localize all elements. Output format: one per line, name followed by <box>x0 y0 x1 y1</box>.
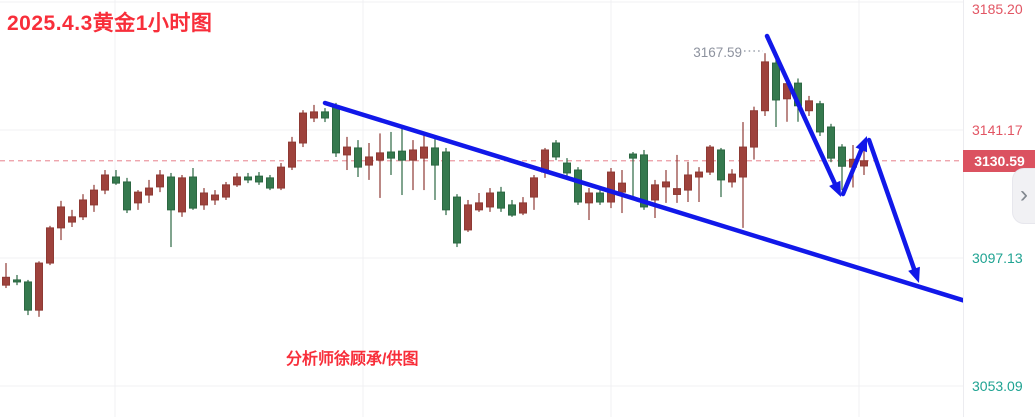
axis-price-label: 3053.09 <box>972 378 1023 395</box>
candle-body <box>552 142 560 158</box>
candle-body <box>255 175 263 183</box>
candle-body <box>233 176 241 186</box>
candle-body <box>112 176 120 184</box>
trend-arrow-head <box>855 136 867 153</box>
candle-body <box>178 177 186 213</box>
candle-body <box>838 146 846 167</box>
candle-body <box>574 169 582 203</box>
candle-body <box>640 154 648 208</box>
candle-body <box>222 184 230 198</box>
candle-body <box>530 177 538 198</box>
candle-body <box>167 176 175 211</box>
candle-body <box>508 204 516 216</box>
candle-body <box>288 141 296 168</box>
candle-body <box>761 61 769 112</box>
candle-body <box>211 194 219 201</box>
candle-body <box>57 206 65 229</box>
candle-body <box>629 153 637 159</box>
candle-body <box>860 160 868 167</box>
candle-body <box>739 146 747 178</box>
candle-body <box>24 281 32 311</box>
candle-body <box>68 216 76 223</box>
candle-body <box>101 174 109 191</box>
candle-body <box>2 276 10 286</box>
trend-arrow-shaft <box>322 100 976 306</box>
candle-body <box>200 192 208 206</box>
candle-body <box>156 174 164 188</box>
candle-body <box>453 196 461 244</box>
candle-body <box>519 202 527 214</box>
trend-arrow-shaft <box>764 33 837 186</box>
candle-body <box>486 192 494 208</box>
candle-body <box>772 62 780 101</box>
candle-body <box>145 187 153 196</box>
trend-arrow-shaft <box>840 147 864 197</box>
candle-body <box>420 146 428 159</box>
candle-body <box>618 182 626 193</box>
candle-body <box>46 227 54 264</box>
candle-body <box>695 171 703 178</box>
trend-arrow-head <box>908 266 920 283</box>
candle-body <box>409 149 417 161</box>
current-price-tag: 3130.59 <box>963 149 1035 172</box>
trend-arrow-head <box>829 180 841 197</box>
candle-body <box>431 147 439 166</box>
candle-body <box>310 111 318 119</box>
candle-body <box>299 112 307 144</box>
candle-body <box>464 204 472 231</box>
candle-body <box>596 192 604 203</box>
candle-body <box>35 262 43 311</box>
candle-body <box>750 110 758 148</box>
candle-body <box>277 166 285 189</box>
candle-body <box>354 147 362 168</box>
candle-body <box>563 162 571 174</box>
candle-body <box>266 177 274 189</box>
candle-body <box>244 176 252 181</box>
candle-body <box>321 111 329 119</box>
candle-body <box>662 181 670 188</box>
candle-body <box>607 171 615 203</box>
candle-body <box>398 150 406 161</box>
candle-body <box>684 174 692 191</box>
axis-price-label: 3185.20 <box>972 1 1023 17</box>
peak-price-label: 3167.59 <box>693 45 742 61</box>
candle-body <box>134 191 142 204</box>
candle-body <box>343 146 351 156</box>
candle-body <box>475 202 483 211</box>
axis-price-label: 3141.17 <box>972 122 1023 138</box>
candle-body <box>79 199 87 218</box>
candle-body <box>332 106 340 154</box>
analyst-credit-text: 分析师徐顾承/供图 <box>286 351 419 368</box>
axis-price-label: 3097.13 <box>972 250 1023 267</box>
candle-body <box>816 103 824 133</box>
chevron-right-icon[interactable]: › <box>1020 181 1028 209</box>
candle-body <box>585 192 593 204</box>
candle-body <box>376 152 384 161</box>
candle-body <box>706 146 714 173</box>
candle-body <box>90 189 98 206</box>
candle-body <box>673 188 681 195</box>
candle-body <box>365 156 373 166</box>
chart-title: 2025.4.3黄金1小时图 <box>7 12 213 35</box>
candle-body <box>189 176 197 209</box>
trend-arrow-shaft <box>866 137 917 272</box>
candle-body <box>805 100 813 112</box>
candle-body <box>827 126 835 159</box>
candle-body <box>13 279 21 283</box>
candle-body <box>728 173 736 183</box>
candle-body <box>651 184 659 201</box>
candle-body <box>717 149 725 181</box>
candle-body <box>123 181 131 211</box>
candle-body <box>387 151 395 159</box>
candle-body <box>497 191 505 209</box>
candle-body <box>442 151 450 211</box>
collapsed-side-panel: › <box>1012 168 1035 224</box>
